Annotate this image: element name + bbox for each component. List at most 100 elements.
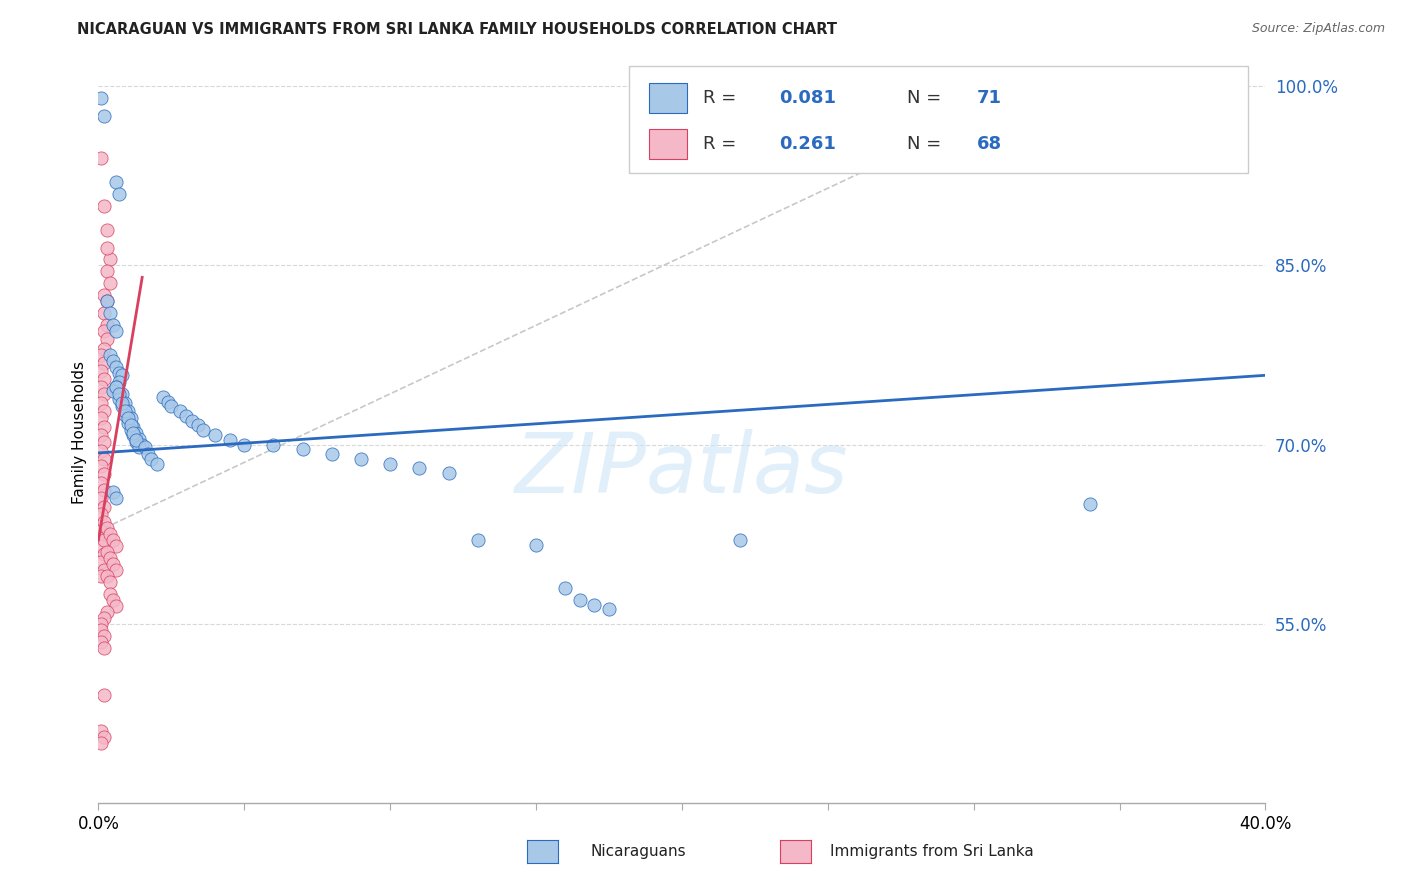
Point	[108, 376, 131, 390]
Point	[90, 634, 112, 648]
Point	[90, 475, 112, 490]
Point	[122, 425, 145, 440]
Point	[125, 435, 148, 450]
Point	[104, 563, 127, 577]
Point	[93, 109, 115, 123]
Point	[233, 437, 256, 451]
Point	[1080, 497, 1102, 511]
Point	[568, 592, 591, 607]
Point	[108, 392, 131, 407]
Point	[174, 409, 197, 423]
Point	[321, 447, 343, 461]
Text: R =: R =	[703, 135, 742, 153]
Point	[139, 451, 162, 466]
Point	[90, 491, 112, 506]
Point	[90, 736, 112, 750]
Text: Nicaraguans: Nicaraguans	[591, 845, 686, 859]
Point	[437, 467, 460, 481]
Point	[598, 602, 620, 616]
Point	[93, 533, 115, 547]
Point	[101, 354, 124, 368]
Point	[96, 294, 118, 309]
Point	[101, 485, 124, 500]
Text: R =: R =	[703, 89, 742, 107]
Point	[90, 396, 112, 410]
Point	[90, 411, 112, 425]
Point	[204, 428, 226, 442]
Text: 68: 68	[977, 135, 1002, 153]
Point	[554, 581, 576, 595]
Point	[96, 521, 118, 535]
Text: NICARAGUAN VS IMMIGRANTS FROM SRI LANKA FAMILY HOUSEHOLDS CORRELATION CHART: NICARAGUAN VS IMMIGRANTS FROM SRI LANKA …	[77, 22, 838, 37]
Point	[101, 557, 124, 571]
Point	[90, 348, 112, 362]
Point	[90, 458, 112, 473]
Point	[131, 437, 153, 451]
Point	[101, 592, 124, 607]
Point	[93, 451, 115, 466]
Point	[101, 533, 124, 547]
Point	[524, 538, 547, 552]
Point	[111, 368, 134, 383]
Point	[98, 252, 121, 267]
FancyBboxPatch shape	[630, 66, 1249, 173]
Point	[467, 533, 489, 547]
Point	[93, 404, 115, 418]
Point	[134, 440, 156, 454]
Point	[114, 396, 136, 410]
Point	[90, 363, 112, 377]
Point	[98, 551, 121, 566]
Point	[96, 605, 118, 619]
Point	[104, 599, 127, 613]
Point	[93, 435, 115, 450]
Point	[96, 545, 118, 559]
Point	[90, 623, 112, 637]
Point	[96, 222, 118, 236]
Point	[128, 440, 150, 454]
Point	[90, 569, 112, 583]
Point	[108, 186, 131, 201]
Point	[93, 419, 115, 434]
Point	[93, 531, 115, 545]
Point	[169, 404, 191, 418]
Point	[218, 433, 240, 447]
Point	[98, 277, 121, 291]
Point	[98, 527, 121, 541]
Point	[96, 264, 118, 278]
Text: 0.261: 0.261	[779, 135, 835, 153]
Point	[111, 387, 134, 401]
Point	[93, 324, 115, 338]
Text: 71: 71	[977, 89, 1002, 107]
Point	[104, 359, 127, 374]
Point	[98, 348, 121, 362]
Point	[101, 384, 124, 398]
Point	[122, 428, 145, 442]
Point	[187, 418, 209, 433]
Point	[111, 400, 134, 414]
Point	[125, 425, 148, 440]
Point	[117, 404, 139, 418]
Point	[90, 555, 112, 569]
Point	[90, 724, 112, 739]
Point	[96, 333, 118, 347]
Point	[160, 400, 183, 414]
Text: N =: N =	[907, 135, 948, 153]
Point	[114, 404, 136, 418]
Point	[93, 372, 115, 386]
Text: ZIPatlas: ZIPatlas	[515, 429, 849, 510]
Y-axis label: Family Households: Family Households	[72, 361, 87, 504]
Point	[98, 306, 121, 320]
Point	[93, 515, 115, 529]
Point	[108, 366, 131, 380]
Point	[125, 433, 148, 447]
Point	[90, 151, 112, 165]
Point	[146, 457, 169, 471]
Text: N =: N =	[907, 89, 948, 107]
Point	[93, 689, 115, 703]
Point	[583, 598, 606, 612]
Point	[104, 175, 127, 189]
Point	[104, 380, 127, 394]
Point	[93, 730, 115, 744]
Point	[96, 569, 118, 583]
Point	[262, 437, 284, 451]
